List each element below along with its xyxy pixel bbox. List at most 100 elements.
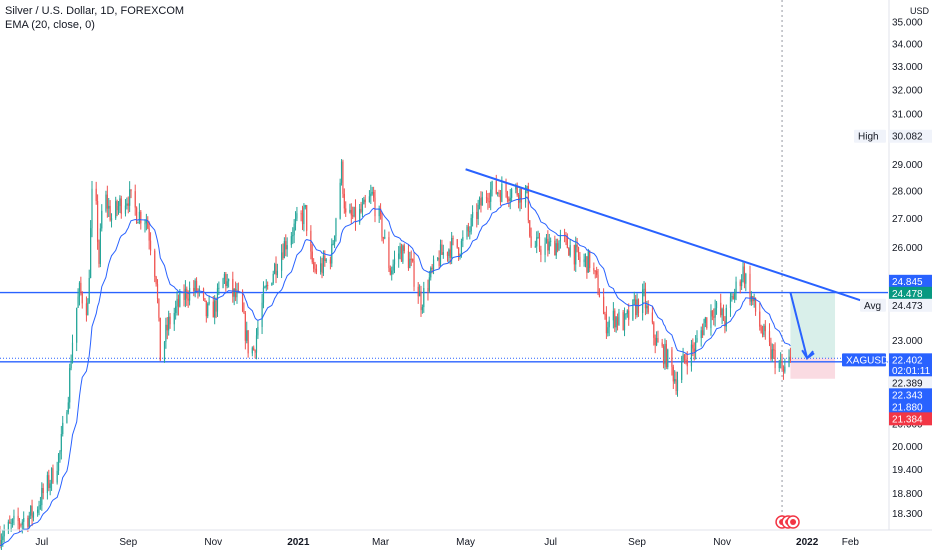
candle-body	[653, 322, 655, 338]
candle-body	[363, 199, 365, 205]
price-label-last-price-countdown: 02:01:11	[892, 366, 931, 377]
candle-body	[77, 296, 79, 308]
candle-body	[272, 273, 274, 284]
candle-body	[471, 211, 474, 218]
candle-body	[183, 292, 185, 300]
candle-body	[322, 255, 325, 274]
candle-body	[593, 268, 595, 271]
candle-body	[460, 240, 463, 256]
candle-body	[661, 342, 663, 347]
candle-body	[554, 240, 556, 256]
candle-body	[734, 292, 736, 300]
candle-body	[781, 361, 783, 369]
candle-body	[693, 348, 695, 352]
candle-body	[654, 337, 656, 346]
candle-body	[511, 189, 513, 198]
candle-body	[382, 237, 384, 239]
candle-body	[505, 183, 507, 192]
candle-body	[67, 402, 69, 413]
candle-body	[430, 267, 432, 278]
candle-body	[596, 270, 598, 275]
candle-body	[536, 237, 538, 247]
candle-body	[329, 259, 331, 264]
chart-legend: Silver / U.S. Dollar, 1D, FOREXCOM EMA (…	[5, 4, 184, 32]
candle-body	[490, 189, 492, 202]
indicator-title[interactable]: EMA (20, close, 0)	[5, 19, 95, 31]
candle-body	[409, 258, 411, 269]
candle-body	[732, 296, 734, 300]
candle-body	[392, 264, 394, 271]
candle-body	[428, 277, 430, 292]
candle-body	[166, 324, 168, 331]
candle-body	[31, 505, 33, 518]
candle-body	[42, 487, 44, 494]
candle-body	[420, 291, 422, 311]
candle-body	[265, 285, 267, 288]
candle-body	[615, 317, 617, 328]
candle-body	[497, 192, 499, 194]
time-tick-label: 2022	[796, 537, 819, 548]
candle-body	[333, 235, 336, 244]
candle-body	[3, 530, 5, 537]
candle-body	[301, 213, 304, 225]
candle-body	[607, 327, 609, 334]
candle-body	[686, 359, 688, 367]
candle-body	[784, 366, 786, 372]
candle-body	[233, 289, 235, 297]
candle-body	[399, 246, 401, 254]
candle-body	[49, 483, 51, 488]
candle-body	[597, 274, 599, 295]
candle-body	[667, 349, 669, 368]
candle-body	[324, 255, 326, 261]
candle-body	[476, 211, 478, 219]
candle-body	[41, 487, 43, 506]
price-tag-last-price	[842, 353, 886, 367]
candle-body	[703, 322, 705, 336]
candle-body	[202, 288, 205, 299]
candle-body	[274, 263, 276, 274]
price-tick-label: 20.000	[892, 442, 923, 453]
candle-body	[46, 475, 48, 494]
candle-body	[725, 307, 727, 327]
candle-body	[393, 258, 396, 265]
price-tick-label: 32.000	[892, 85, 923, 96]
price-tag-average	[860, 298, 886, 312]
candle-body	[225, 274, 227, 287]
candle-body	[168, 316, 170, 331]
candle-body	[467, 226, 469, 232]
candle-body	[724, 320, 726, 327]
candle-body	[441, 244, 443, 255]
candle-body	[70, 362, 72, 369]
symbol-title[interactable]: Silver / U.S. Dollar, 1D, FOREXCOM	[5, 5, 185, 17]
candle-body	[517, 194, 520, 203]
candle-body	[85, 303, 88, 316]
price-label-support	[889, 388, 932, 402]
candle-body	[69, 368, 71, 403]
candle-body	[110, 218, 113, 221]
candle-body	[618, 312, 620, 325]
candle-body	[255, 335, 258, 353]
candle-body	[384, 237, 386, 239]
candle-body	[282, 252, 284, 259]
candle-body	[343, 193, 345, 209]
candle-body	[264, 287, 266, 289]
candle-body	[187, 298, 189, 301]
candle-body	[682, 354, 684, 362]
candle-body	[608, 320, 610, 328]
candle-body	[701, 330, 704, 336]
candle-body	[655, 338, 658, 346]
candle-body	[350, 209, 352, 216]
candle-body	[145, 219, 147, 224]
candle-body	[126, 203, 128, 206]
candle-body	[437, 257, 439, 260]
candle-body	[251, 347, 253, 354]
price-label-average-text: 24.473	[892, 301, 923, 312]
candle-body	[247, 330, 249, 354]
candle-body	[780, 361, 782, 363]
candle-body	[173, 312, 175, 325]
candle-body	[129, 189, 131, 206]
candle-body	[184, 288, 187, 300]
candle-body	[98, 241, 100, 264]
